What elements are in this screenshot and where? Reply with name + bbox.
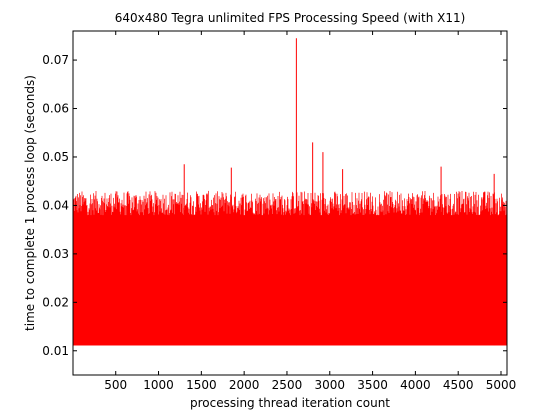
y-tick-label: 0.02 xyxy=(42,295,69,309)
series-line xyxy=(72,190,508,346)
y-tick-label: 0.01 xyxy=(42,344,69,358)
y-tick-label: 0.06 xyxy=(42,102,69,116)
y-ticks: 0.01 0.02 0.03 0.04 0.05 0.06 0.07 xyxy=(42,53,507,358)
x-tick-label: 2500 xyxy=(272,378,303,392)
x-tick-label: 1500 xyxy=(186,378,217,392)
y-tick-label: 0.03 xyxy=(42,247,69,261)
x-tick-label: 4000 xyxy=(400,378,431,392)
x-tick-label: 3500 xyxy=(357,378,388,392)
x-tick-label: 5000 xyxy=(486,378,517,392)
x-axis-label: processing thread iteration count xyxy=(190,396,390,410)
x-tick-label: 2000 xyxy=(229,378,260,392)
x-ticks: 500 1000 1500 2000 2500 3000 3500 4000 4500 5000 xyxy=(104,31,516,392)
y-tick-label: 0.05 xyxy=(42,150,69,164)
x-tick-label: 4500 xyxy=(443,378,474,392)
plot-frame xyxy=(72,30,508,376)
y-tick-label: 0.07 xyxy=(42,53,69,67)
chart-title: 640x480 Tegra unlimited FPS Processing S… xyxy=(115,11,466,25)
x-tick-label: 3000 xyxy=(314,378,345,392)
x-tick-label: 500 xyxy=(104,378,127,392)
y-tick-label: 0.04 xyxy=(42,198,69,212)
x-tick-label: 1000 xyxy=(143,378,174,392)
y-axis-label: time to complete 1 process loop (seconds… xyxy=(23,75,37,331)
series-layer xyxy=(72,38,508,346)
